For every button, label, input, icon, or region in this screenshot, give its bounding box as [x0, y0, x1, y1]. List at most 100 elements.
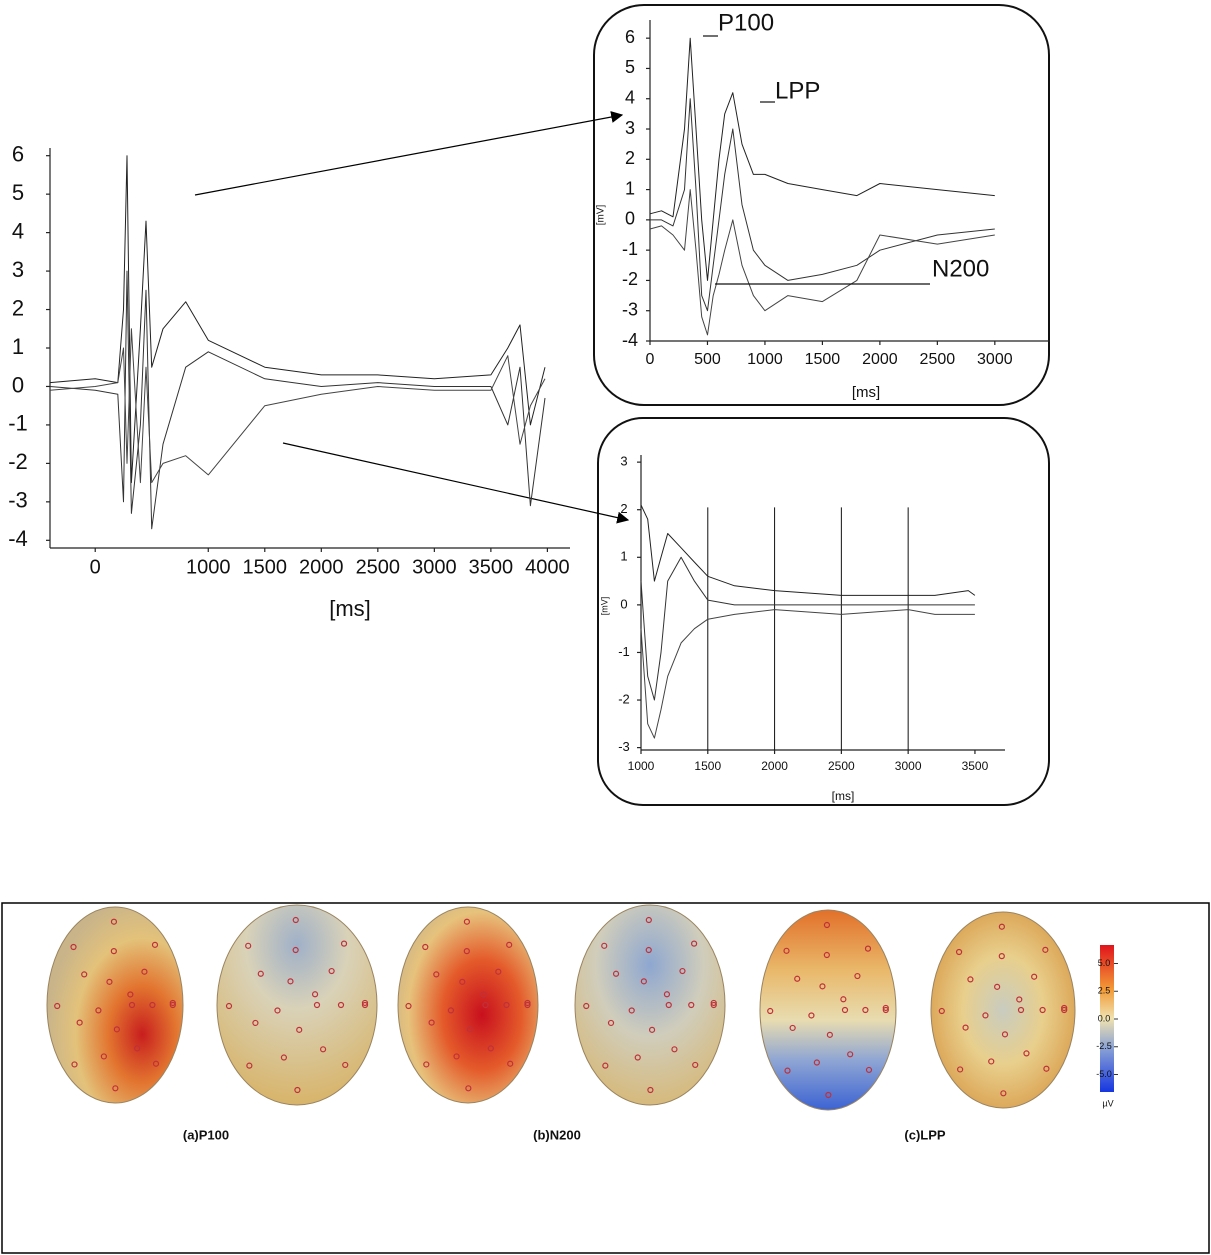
electrode: [292, 946, 299, 954]
electrode: [482, 1001, 489, 1009]
electrode: [480, 991, 487, 998]
electrode: [862, 1006, 869, 1014]
colorbar-tick-label: -5.0: [1096, 1069, 1112, 1079]
y-tick-label: -3: [622, 299, 638, 319]
electrode: [864, 945, 872, 952]
electrode: [361, 1001, 369, 1009]
x-tick-label: 0: [90, 556, 101, 578]
annotation: P100: [718, 9, 774, 36]
x-tick-label: 2000: [761, 759, 788, 773]
zoom-arrow: [194, 111, 624, 196]
electrode: [169, 1001, 176, 1009]
y-tick-label: 4: [12, 218, 24, 243]
electrode: [447, 1007, 455, 1014]
electrode: [601, 942, 608, 949]
electrode: [692, 1061, 699, 1069]
x-tick-label: 2000: [299, 556, 344, 578]
x-tick-label: 1500: [694, 759, 721, 773]
head: [46, 906, 184, 1104]
waveform: [649, 189, 995, 336]
electrode: [1023, 1050, 1030, 1057]
electrode: [70, 943, 77, 951]
x-axis-label: [ms]: [832, 789, 855, 803]
electrode: [487, 1045, 494, 1052]
zoom-arrow: [282, 442, 630, 524]
electrode: [854, 972, 861, 980]
electrode: [826, 1031, 833, 1038]
electrode: [794, 975, 801, 982]
electrode: [847, 1051, 854, 1058]
electrode: [994, 983, 1001, 990]
electrode: [152, 1060, 160, 1067]
electrode: [710, 1001, 717, 1009]
electrode: [507, 1060, 514, 1067]
waveform: [649, 37, 995, 281]
electrode: [342, 1061, 349, 1069]
x-tick-label: 1500: [805, 351, 841, 368]
electrode: [506, 941, 513, 948]
electrode: [882, 1006, 889, 1014]
y-tick-label: 4: [625, 87, 635, 107]
topomap-frame: [1, 902, 1210, 1254]
x-tick-label: 2000: [862, 351, 898, 368]
y-tick-label: -2: [8, 449, 28, 474]
y-tick-label: 3: [620, 454, 627, 469]
y-tick-label: 3: [625, 118, 635, 138]
electrode: [433, 971, 440, 978]
electrode: [784, 1067, 791, 1074]
electrode: [127, 991, 134, 998]
electrode: [612, 970, 620, 977]
electrode: [602, 1062, 609, 1069]
y-tick-label: 2: [620, 501, 627, 516]
electrode: [645, 946, 652, 954]
electrode: [76, 1019, 83, 1026]
electrode: [313, 1001, 321, 1009]
electrode: [841, 1006, 849, 1014]
electrode: [423, 1061, 430, 1068]
electrode: [294, 1086, 301, 1094]
electrode: [257, 970, 264, 977]
electrode: [865, 1066, 873, 1074]
colorbar-tick-label: 0.0: [1098, 1013, 1111, 1023]
y-tick-label: 0: [625, 209, 635, 229]
electrode: [463, 948, 470, 955]
x-tick-label: 3500: [469, 556, 514, 578]
electrode: [640, 978, 647, 985]
y-tick-label: -1: [8, 411, 28, 436]
electrode: [962, 1024, 969, 1031]
electrode: [988, 1058, 995, 1065]
y-tick-label: -1: [622, 239, 638, 259]
electrode: [337, 1001, 345, 1009]
electrode: [789, 1024, 796, 1032]
electrode: [710, 999, 717, 1007]
electrode: [110, 918, 118, 925]
electrode: [1042, 946, 1049, 953]
electrode: [113, 1026, 120, 1033]
electrode: [1043, 1065, 1050, 1072]
electrode: [149, 1001, 156, 1009]
colorbar-unit: µV: [1102, 1098, 1113, 1108]
electrode: [1016, 996, 1023, 1003]
waveform: [49, 270, 546, 530]
colorbar-tick-label: 2.5: [1098, 986, 1111, 996]
x-tick-label: 1500: [243, 556, 288, 578]
electrode: [246, 1062, 253, 1069]
electrode: [679, 967, 686, 975]
electrode: [583, 1002, 590, 1010]
electrode: [112, 1085, 119, 1092]
electrode: [466, 1026, 474, 1033]
y-tick-label: -2: [622, 269, 638, 289]
electrode: [465, 1085, 472, 1092]
electrode: [982, 1012, 989, 1019]
electrode: [634, 1054, 641, 1061]
x-tick-label: 1000: [186, 556, 231, 578]
electrode: [783, 947, 790, 954]
y-tick-label: 6: [12, 142, 24, 167]
topomap-label: (a)P100: [183, 1127, 229, 1142]
head: [930, 911, 1076, 1109]
electrode: [823, 921, 831, 929]
electrode: [428, 1019, 435, 1026]
electrode: [128, 1001, 136, 1009]
x-tick-label: 3000: [412, 556, 457, 578]
